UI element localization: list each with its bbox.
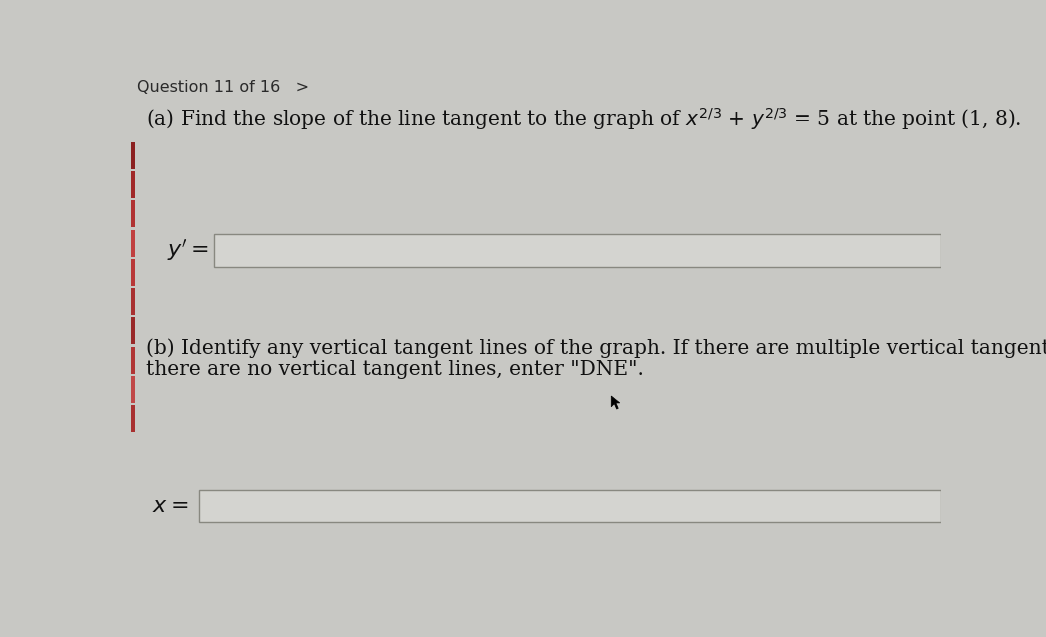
Bar (131, 405, 135, 432)
Text: (b) Identify any vertical tangent lines of the graph. If there are multiple vert: (b) Identify any vertical tangent lines … (146, 338, 1046, 358)
Text: (a) Find the slope of the line tangent to the graph of $x^{2/3}$ + $y^{2/3}$ = 5: (a) Find the slope of the line tangent t… (146, 106, 1022, 132)
Bar (131, 171, 135, 198)
Text: $y' =$: $y' =$ (167, 238, 209, 263)
Text: $x =$: $x =$ (153, 495, 188, 517)
Bar (131, 259, 135, 286)
Bar (199, 490, 941, 522)
Bar (131, 142, 135, 169)
Bar (131, 347, 135, 374)
Text: Question 11 of 16   >: Question 11 of 16 > (137, 80, 309, 94)
Bar (131, 201, 135, 227)
Text: there are no vertical tangent lines, enter "DNE".: there are no vertical tangent lines, ent… (146, 360, 644, 379)
Bar (213, 234, 941, 267)
Polygon shape (611, 396, 620, 409)
Bar (131, 288, 135, 315)
Bar (131, 376, 135, 403)
Bar (131, 230, 135, 257)
Bar (131, 317, 135, 345)
